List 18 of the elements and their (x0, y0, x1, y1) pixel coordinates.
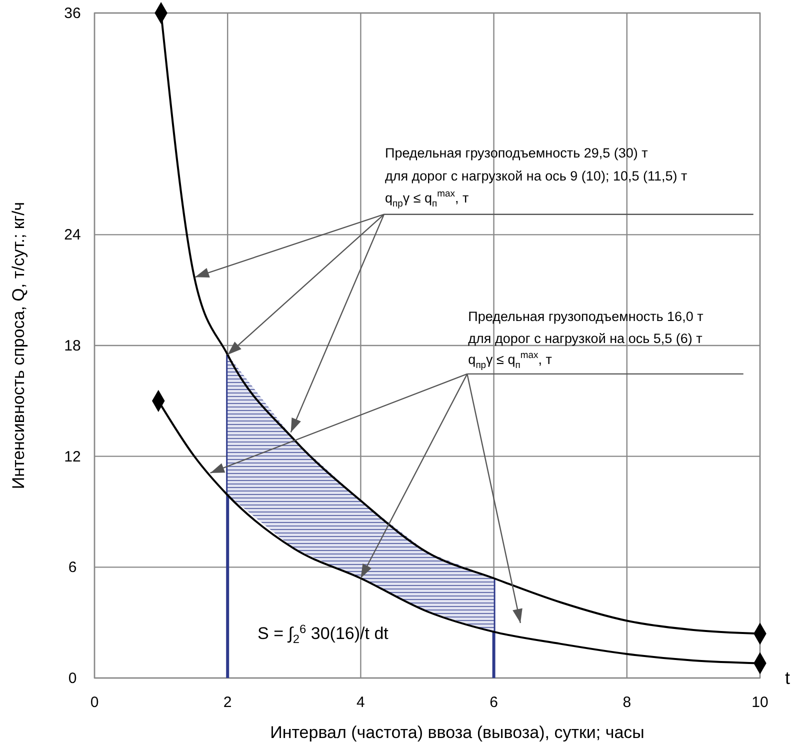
x-tick-label: 8 (622, 694, 632, 711)
x-tick-label: 4 (356, 694, 365, 711)
x-tick-label: 0 (90, 694, 99, 711)
y-axis-title: Интенсивность спроса, Q, т/сут.; кг/ч (9, 202, 28, 490)
annotation: Предельная грузоподъемность 16,0 т для дорог с нагрузкой на ось 5,5 (6) т q$_{пр}$γ ≤ q$_{п}$$^{max}$, т (468, 308, 704, 371)
text: t (785, 668, 790, 688)
y-tick-label: 36 (64, 5, 81, 22)
y-tick-label: 6 (68, 559, 77, 576)
x-tick-label: 6 (490, 694, 498, 711)
y-tick-label: 18 (64, 338, 81, 354)
y-tick-label: 0 (68, 670, 77, 687)
x-tick-label: 10 (752, 694, 768, 711)
x-tick-label: 2 (223, 694, 232, 711)
annotation: S = ∫$_{2}$$^{6}$ 30(16)/t dt (258, 622, 389, 646)
annotation: Предельная грузоподъемность 29,5 (30) т для дорог с нагрузкой на ось 9 (10); 10,5 (11,5) т q$_{пр}$γ ≤ q$_{п}$$^{max}$, т (384, 145, 688, 210)
y-tick-label: 24 (64, 226, 81, 244)
x-axis-title: Интервал (частота) ввоза (вывоза), сутки; часы (270, 723, 644, 742)
y-tick-label: 12 (64, 448, 81, 466)
